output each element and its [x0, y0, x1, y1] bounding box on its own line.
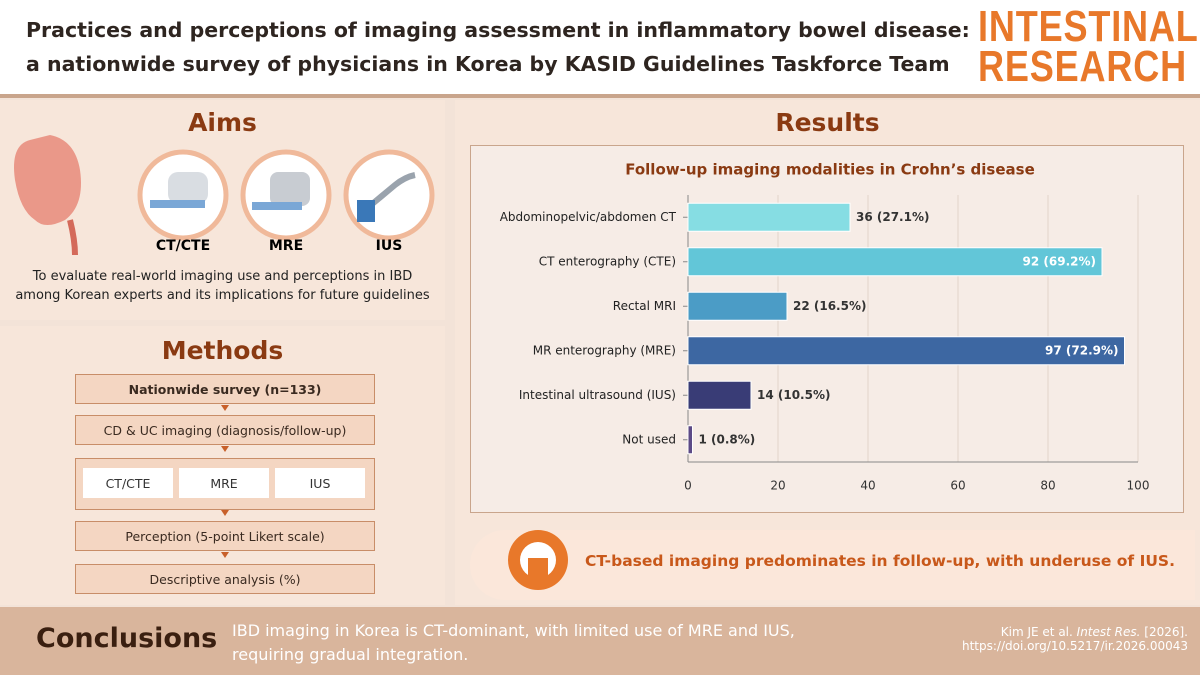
y-tick-label: Not used: [622, 432, 676, 446]
y-tick-label: Rectal MRI: [613, 299, 676, 313]
methods-heading: Methods: [161, 336, 284, 365]
value-label: 36 (27.1%): [856, 210, 929, 224]
conclusion-text: IBD imaging in Korea is CT-dominant, wit…: [232, 621, 795, 640]
bar: [687, 425, 693, 455]
modality: CT/CTE: [83, 468, 173, 498]
aims-text: To evaluate real-world imaging use and p…: [32, 269, 413, 284]
bar: [687, 380, 752, 410]
chart: Follow-up imaging modalities in Crohn’s …: [500, 161, 1150, 493]
arrow: [221, 446, 229, 452]
y-tick-label: CT enterography (CTE): [539, 254, 676, 268]
method-step: Descriptive analysis (%): [75, 564, 375, 594]
y-tick-label: Abdominopelvic/abdomen CT: [500, 210, 677, 224]
finding-banner: [470, 530, 1195, 600]
results-panel: Results Follow-up imaging modalities in …: [455, 100, 1200, 605]
aims-panel: Aims CT/CTE MRE IUS To evaluate real-wor…: [0, 100, 445, 320]
conclusions-heading: Conclusions: [36, 623, 218, 654]
citation: Kim JE et al. Intest Res. [2026]. https:…: [962, 625, 1188, 653]
methods-panel: Methods Nationwide survey (n=133) CD & U…: [0, 326, 445, 605]
conclusion-text: requiring gradual integration.: [232, 645, 469, 664]
citation-journal: Intest Res.: [1076, 625, 1141, 639]
citation-authors: Kim JE et al.: [1000, 625, 1073, 639]
conclusions-bar: Conclusions IBD imaging in Korea is CT-d…: [0, 607, 1200, 675]
finding: CT-based imaging predominates in follow-…: [585, 552, 1175, 570]
title-line: Practices and perceptions of imaging ass…: [26, 18, 970, 42]
results-heading: Results: [775, 108, 880, 137]
arrow: [221, 510, 229, 516]
chart-title: Follow-up imaging modalities in Crohn’s …: [625, 161, 1035, 179]
arrow: [221, 405, 229, 411]
x-tick-label: 100: [1127, 479, 1150, 493]
x-tick-label: 0: [684, 479, 692, 493]
value-label: 14 (10.5%): [757, 388, 830, 402]
bar: [687, 336, 1125, 366]
value-label: 92 (69.2%): [1023, 254, 1096, 268]
bar: [687, 291, 788, 321]
bar: [687, 202, 851, 232]
x-tick-label: 40: [860, 479, 875, 493]
x-tick-label: 60: [950, 479, 965, 493]
icon-label: IUS: [375, 238, 403, 254]
y-tick-label: Intestinal ultrasound (IUS): [519, 388, 676, 402]
x-tick-label: 80: [1040, 479, 1055, 493]
citation-year: [2026].: [1144, 625, 1188, 639]
method-step: CD & UC imaging (diagnosis/follow-up): [75, 415, 375, 445]
header: Practices and perceptions of imaging ass…: [0, 0, 1200, 98]
aims-text: among Korean experts and its implication…: [15, 288, 430, 303]
y-tick-label: MR enterography (MRE): [533, 343, 676, 357]
scanner-icon: [508, 530, 568, 590]
x-tick-label: 20: [770, 479, 785, 493]
modality: IUS: [275, 468, 365, 498]
method-step: Nationwide survey (n=133): [75, 374, 375, 404]
citation-doi[interactable]: https://doi.org/10.5217/ir.2026.00043: [961, 639, 1188, 653]
title-line: a nationwide survey of physicians in Kor…: [26, 52, 950, 76]
value-label: 97 (72.9%): [1045, 343, 1118, 357]
method-step: Perception (5-point Likert scale): [75, 521, 375, 551]
aims-heading: Aims: [188, 108, 257, 137]
bar: [687, 247, 1103, 277]
value-label: 1 (0.8%): [699, 432, 756, 446]
icon-label: CT/CTE: [155, 238, 211, 254]
journal-brand: INTESTINAL: [978, 2, 1199, 51]
aims-icons: [14, 135, 435, 256]
modality: MRE: [179, 468, 269, 498]
value-label: 22 (16.5%): [793, 299, 866, 313]
arrow: [221, 552, 229, 558]
journal-brand: RESEARCH: [978, 42, 1188, 91]
icon-label: MRE: [268, 238, 304, 254]
